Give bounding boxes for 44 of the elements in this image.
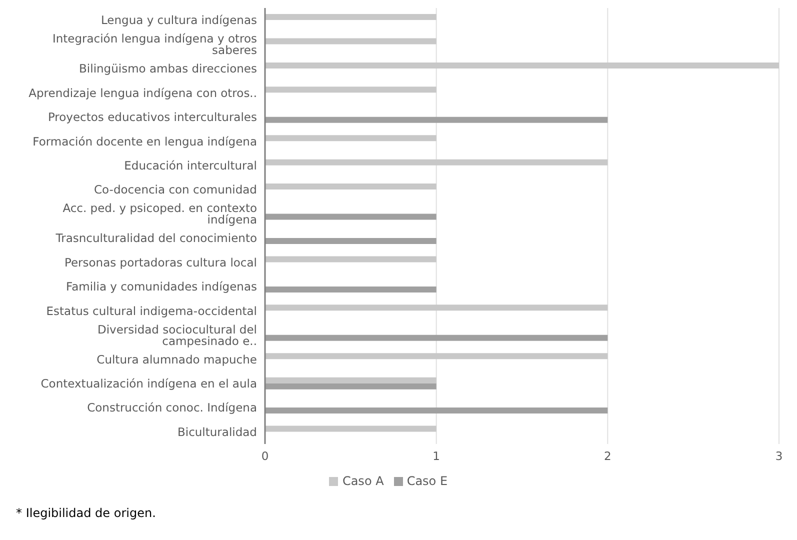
y-tick-label: Bilingüismo ambas direcciones — [79, 62, 258, 76]
y-tick-label: Lengua y cultura indígenas — [100, 13, 257, 28]
y-tick-label: Cultura alumnado mapuche — [96, 352, 257, 366]
bar — [265, 334, 608, 341]
x-tick-label: 3 — [775, 449, 783, 464]
bar — [265, 135, 436, 142]
y-tick-label: Proyectos educativos interculturales — [48, 110, 257, 124]
y-tick-label: Contextualización indígena en el aula — [40, 376, 257, 391]
y-tick-label: Estatus cultural indigema-occidental — [46, 304, 257, 318]
bar — [265, 159, 608, 166]
bar — [265, 86, 436, 93]
y-tick-label: Construcción conoc. Indígena — [87, 400, 257, 415]
bar — [265, 383, 436, 390]
bar — [265, 214, 436, 220]
bar — [265, 377, 436, 384]
y-tick-label: Diversidad sociocultural del campesinado e.. — [97, 322, 257, 348]
y-tick-label: Integración lengua indígena y otros saberes — [52, 32, 257, 58]
bar — [265, 14, 436, 20]
legend-label: Caso E — [406, 474, 448, 488]
bar — [265, 256, 436, 262]
x-tick-label: 1 — [432, 449, 440, 464]
legend-label: Caso A — [342, 474, 384, 488]
y-tick-label: Educación intercultural — [124, 158, 257, 173]
y-tick-label: Acc. ped. y psicoped. en contexto indígena — [62, 201, 257, 227]
bar — [265, 238, 436, 244]
y-tick-label: Co-docencia con comunidad — [94, 182, 257, 197]
bar — [265, 116, 608, 123]
y-tick-label: Biculturalidad — [177, 424, 257, 439]
x-tick-label: 0 — [261, 449, 269, 464]
bar — [265, 353, 608, 360]
bar — [265, 62, 779, 68]
bar — [265, 304, 608, 311]
y-tick-label: Familia y comunidades indígenas — [66, 280, 257, 294]
bar — [265, 38, 436, 44]
bar — [265, 286, 436, 292]
bar — [265, 426, 436, 432]
bar — [265, 408, 608, 414]
x-tick-label: 2 — [604, 449, 612, 464]
bar — [265, 184, 436, 190]
y-tick-label: Formación docente en lengua indígena — [32, 134, 257, 148]
y-tick-label: Personas portadoras cultura local — [64, 255, 257, 270]
y-tick-label: Aprendizaje lengua indígena con otros.. — [28, 86, 257, 100]
y-tick-label: Trasnculturalidad del conocimiento — [54, 231, 257, 246]
text: * Ilegibilidad de origen. — [16, 506, 157, 520]
